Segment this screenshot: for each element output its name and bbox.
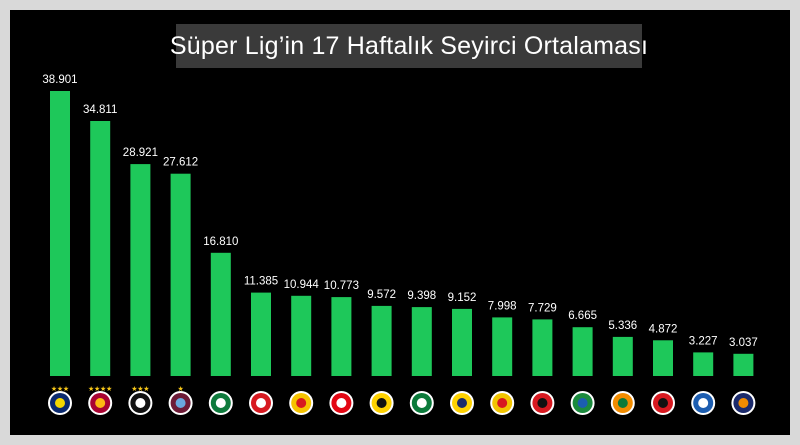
value-label: 9.398 bbox=[407, 290, 436, 302]
alanyaspor-logo bbox=[610, 391, 635, 415]
svg-text:★: ★ bbox=[94, 385, 100, 393]
team-logos-group: ★ ★ ★ ★ ★ ★ ★ ★ ★ ★ ★ bbox=[48, 385, 756, 415]
value-label: 10.944 bbox=[284, 279, 320, 291]
value-label: 38.901 bbox=[42, 74, 77, 86]
value-label: 9.572 bbox=[367, 289, 396, 301]
chart-title: Süper Lig’in 17 Haftalık Seyirci Ortalam… bbox=[169, 31, 649, 60]
trabzonspor-logo: ★ bbox=[168, 385, 193, 415]
kasimpasa-logo bbox=[691, 391, 716, 415]
value-label: 28.921 bbox=[123, 147, 158, 159]
goztepe-logo bbox=[490, 391, 515, 415]
bar-genclerbirligi-logo bbox=[653, 340, 673, 376]
bar-fenerbahce-logo bbox=[50, 91, 70, 376]
bars-group bbox=[50, 91, 754, 376]
besiktas-logo: ★ ★ ★ bbox=[128, 385, 153, 415]
denizlispor-logo bbox=[409, 391, 434, 415]
value-label: 11.385 bbox=[244, 276, 278, 288]
sivasspor-logo bbox=[249, 391, 273, 415]
rizespor-logo bbox=[570, 391, 595, 415]
value-label: 16.810 bbox=[203, 236, 238, 248]
antalyaspor-logo bbox=[329, 391, 354, 415]
svg-text:★: ★ bbox=[131, 385, 137, 393]
galatasaray-logo: ★ ★ ★ ★ bbox=[88, 385, 112, 415]
value-label: 3.227 bbox=[689, 335, 718, 347]
value-label: 27.612 bbox=[163, 157, 198, 169]
gaziantep-logo bbox=[530, 391, 555, 415]
bar-galatasaray-logo bbox=[90, 121, 111, 376]
bar-basaksehir-logo bbox=[733, 353, 754, 376]
bar-trabzonspor-logo bbox=[170, 173, 191, 376]
bar-ankaragucu-logo bbox=[452, 308, 472, 376]
konyaspor-logo bbox=[208, 391, 233, 415]
value-label: 10.773 bbox=[324, 280, 359, 292]
bar-kasimpasa-logo bbox=[693, 352, 714, 376]
chart-title-box: Süper Lig’in 17 Haftalık Seyirci Ortalam… bbox=[170, 24, 648, 68]
ankaragucu-logo bbox=[450, 391, 474, 415]
basaksehir-logo bbox=[731, 391, 756, 415]
svg-text:★: ★ bbox=[88, 385, 94, 393]
value-label: 7.998 bbox=[488, 300, 517, 312]
bar-kayserispor-logo bbox=[291, 295, 312, 376]
svg-text:★: ★ bbox=[106, 385, 112, 393]
value-label: 4.872 bbox=[649, 323, 678, 335]
value-label: 6.665 bbox=[568, 310, 597, 322]
svg-text:★: ★ bbox=[51, 385, 57, 393]
bar-gaziantep-logo bbox=[532, 319, 553, 376]
svg-text:★: ★ bbox=[63, 385, 69, 393]
bar-sivasspor-logo bbox=[251, 292, 271, 376]
value-label: 7.729 bbox=[528, 302, 557, 314]
svg-text:★: ★ bbox=[137, 385, 143, 393]
value-label: 3.037 bbox=[729, 337, 758, 349]
genclerbirligi-logo bbox=[651, 391, 675, 415]
svg-text:★: ★ bbox=[57, 385, 63, 393]
bar-denizlispor-logo bbox=[411, 307, 432, 376]
bar-rizespor-logo bbox=[572, 327, 593, 376]
fenerbahce-logo: ★ ★ ★ bbox=[48, 385, 72, 415]
bar-konyaspor-logo bbox=[210, 252, 231, 376]
value-label: 5.336 bbox=[608, 320, 637, 332]
svg-text:★: ★ bbox=[100, 385, 106, 393]
bar-goztepe-logo bbox=[492, 317, 513, 376]
value-label: 9.152 bbox=[448, 292, 477, 304]
bar-malatyaspor-logo bbox=[371, 305, 392, 376]
svg-text:★: ★ bbox=[143, 385, 149, 393]
bar-alanyaspor-logo bbox=[612, 336, 633, 376]
svg-text:★: ★ bbox=[177, 385, 183, 393]
kayserispor-logo bbox=[289, 391, 314, 415]
bar-antalyaspor-logo bbox=[331, 297, 352, 376]
value-label: 34.811 bbox=[83, 104, 117, 116]
malatyaspor-logo bbox=[369, 391, 394, 415]
value-labels-group: 38.901 34.811 28.921 27.612 16.810 11.385 10.9… bbox=[42, 74, 757, 349]
bar-besiktas-logo bbox=[130, 164, 151, 376]
